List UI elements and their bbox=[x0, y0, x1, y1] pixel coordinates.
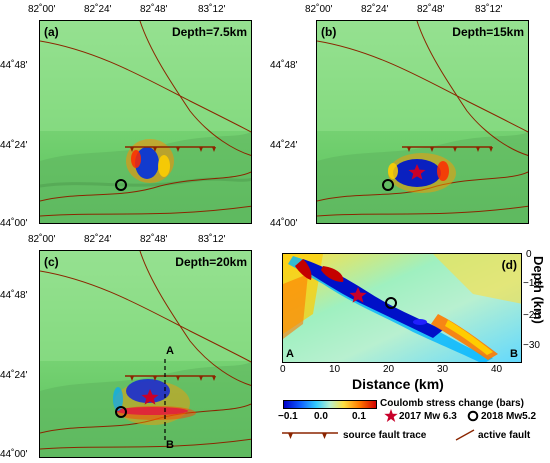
colorbar-tick: 0.0 bbox=[314, 411, 328, 422]
lon-tick: 82˚00' bbox=[28, 4, 56, 15]
map-panel-c: (c) Depth=20km A B bbox=[39, 250, 252, 458]
legend-mainshock: 2017 Mw 6.3 bbox=[399, 411, 457, 422]
lat-tick: 44˚00' bbox=[270, 218, 298, 229]
star-icon bbox=[384, 409, 398, 422]
map-panel-b-graphics bbox=[317, 21, 528, 223]
depth-tick: 0 bbox=[526, 249, 532, 260]
lat-tick: 44˚24' bbox=[270, 140, 298, 151]
depth-tick: −20 bbox=[523, 310, 540, 321]
lon-tick: 82˚48' bbox=[140, 4, 168, 15]
lat-tick: 44˚24' bbox=[0, 140, 28, 151]
distance-tick: 0 bbox=[280, 364, 286, 375]
colorbar-tick: −0.1 bbox=[278, 411, 298, 422]
star-icon bbox=[141, 389, 159, 405]
lon-tick: 82˚24' bbox=[361, 4, 389, 15]
legend-aftershock: 2018 Mw5.2 bbox=[481, 411, 537, 422]
map-panel-b: (b) Depth=15km bbox=[316, 20, 529, 224]
lon-tick: 82˚24' bbox=[84, 4, 112, 15]
lat-tick: 44˚48' bbox=[0, 60, 28, 71]
distance-tick: 10 bbox=[329, 364, 341, 375]
lat-tick: 44˚24' bbox=[0, 370, 28, 381]
depth-tick: −30 bbox=[523, 340, 540, 351]
map-panel-a: (a) Depth=7.5km bbox=[39, 20, 252, 224]
star-icon bbox=[349, 287, 367, 303]
lon-tick: 82˚00' bbox=[28, 234, 56, 245]
lon-tick: 82˚48' bbox=[417, 4, 445, 15]
panel-label: (c) bbox=[44, 255, 59, 269]
section-corner-b: B bbox=[510, 348, 518, 360]
panel-label: (b) bbox=[321, 25, 337, 39]
lon-tick: 83˚12' bbox=[198, 234, 226, 245]
colorbar-title: Coulomb stress change (bars) bbox=[380, 398, 524, 409]
depth-tick: −10 bbox=[523, 278, 540, 289]
cross-section-graphics bbox=[283, 254, 521, 362]
depth-label: Depth=7.5km bbox=[171, 25, 247, 39]
circle-icon bbox=[467, 410, 479, 422]
lon-tick: 83˚12' bbox=[475, 4, 503, 15]
active-fault-icon bbox=[455, 429, 475, 441]
distance-axis-title: Distance (km) bbox=[352, 376, 444, 392]
depth-axis-title: Depth (km) bbox=[531, 256, 546, 324]
panel-label: (a) bbox=[44, 25, 59, 39]
legend-active-fault: active fault bbox=[478, 430, 531, 441]
lat-tick: 44˚48' bbox=[0, 290, 28, 301]
lon-tick: 82˚24' bbox=[84, 234, 112, 245]
lat-tick: 44˚00' bbox=[0, 449, 28, 460]
legend-source-fault: source fault trace bbox=[343, 430, 427, 441]
colorbar bbox=[283, 400, 377, 409]
lat-tick: 44˚48' bbox=[270, 60, 298, 71]
cross-section-panel: (d) A B bbox=[282, 253, 522, 363]
distance-tick: 40 bbox=[491, 364, 503, 375]
lon-tick: 82˚00' bbox=[305, 4, 333, 15]
triangle-marker-icon bbox=[282, 432, 338, 439]
profile-end-label: B bbox=[166, 439, 174, 451]
lon-tick: 82˚48' bbox=[140, 234, 168, 245]
map-panel-c-graphics bbox=[40, 251, 251, 457]
colorbar-tick: 0.1 bbox=[352, 411, 366, 422]
distance-tick: 30 bbox=[437, 364, 449, 375]
star-icon bbox=[408, 164, 426, 180]
section-corner-a: A bbox=[286, 348, 294, 360]
depth-label: Depth=20km bbox=[175, 255, 247, 269]
panel-label: (d) bbox=[501, 258, 517, 272]
depth-label: Depth=15km bbox=[452, 25, 524, 39]
distance-tick: 20 bbox=[383, 364, 395, 375]
lat-tick: 44˚00' bbox=[0, 218, 28, 229]
map-panel-a-graphics bbox=[40, 21, 251, 223]
lon-tick: 83˚12' bbox=[198, 4, 226, 15]
profile-start-label: A bbox=[166, 345, 174, 357]
